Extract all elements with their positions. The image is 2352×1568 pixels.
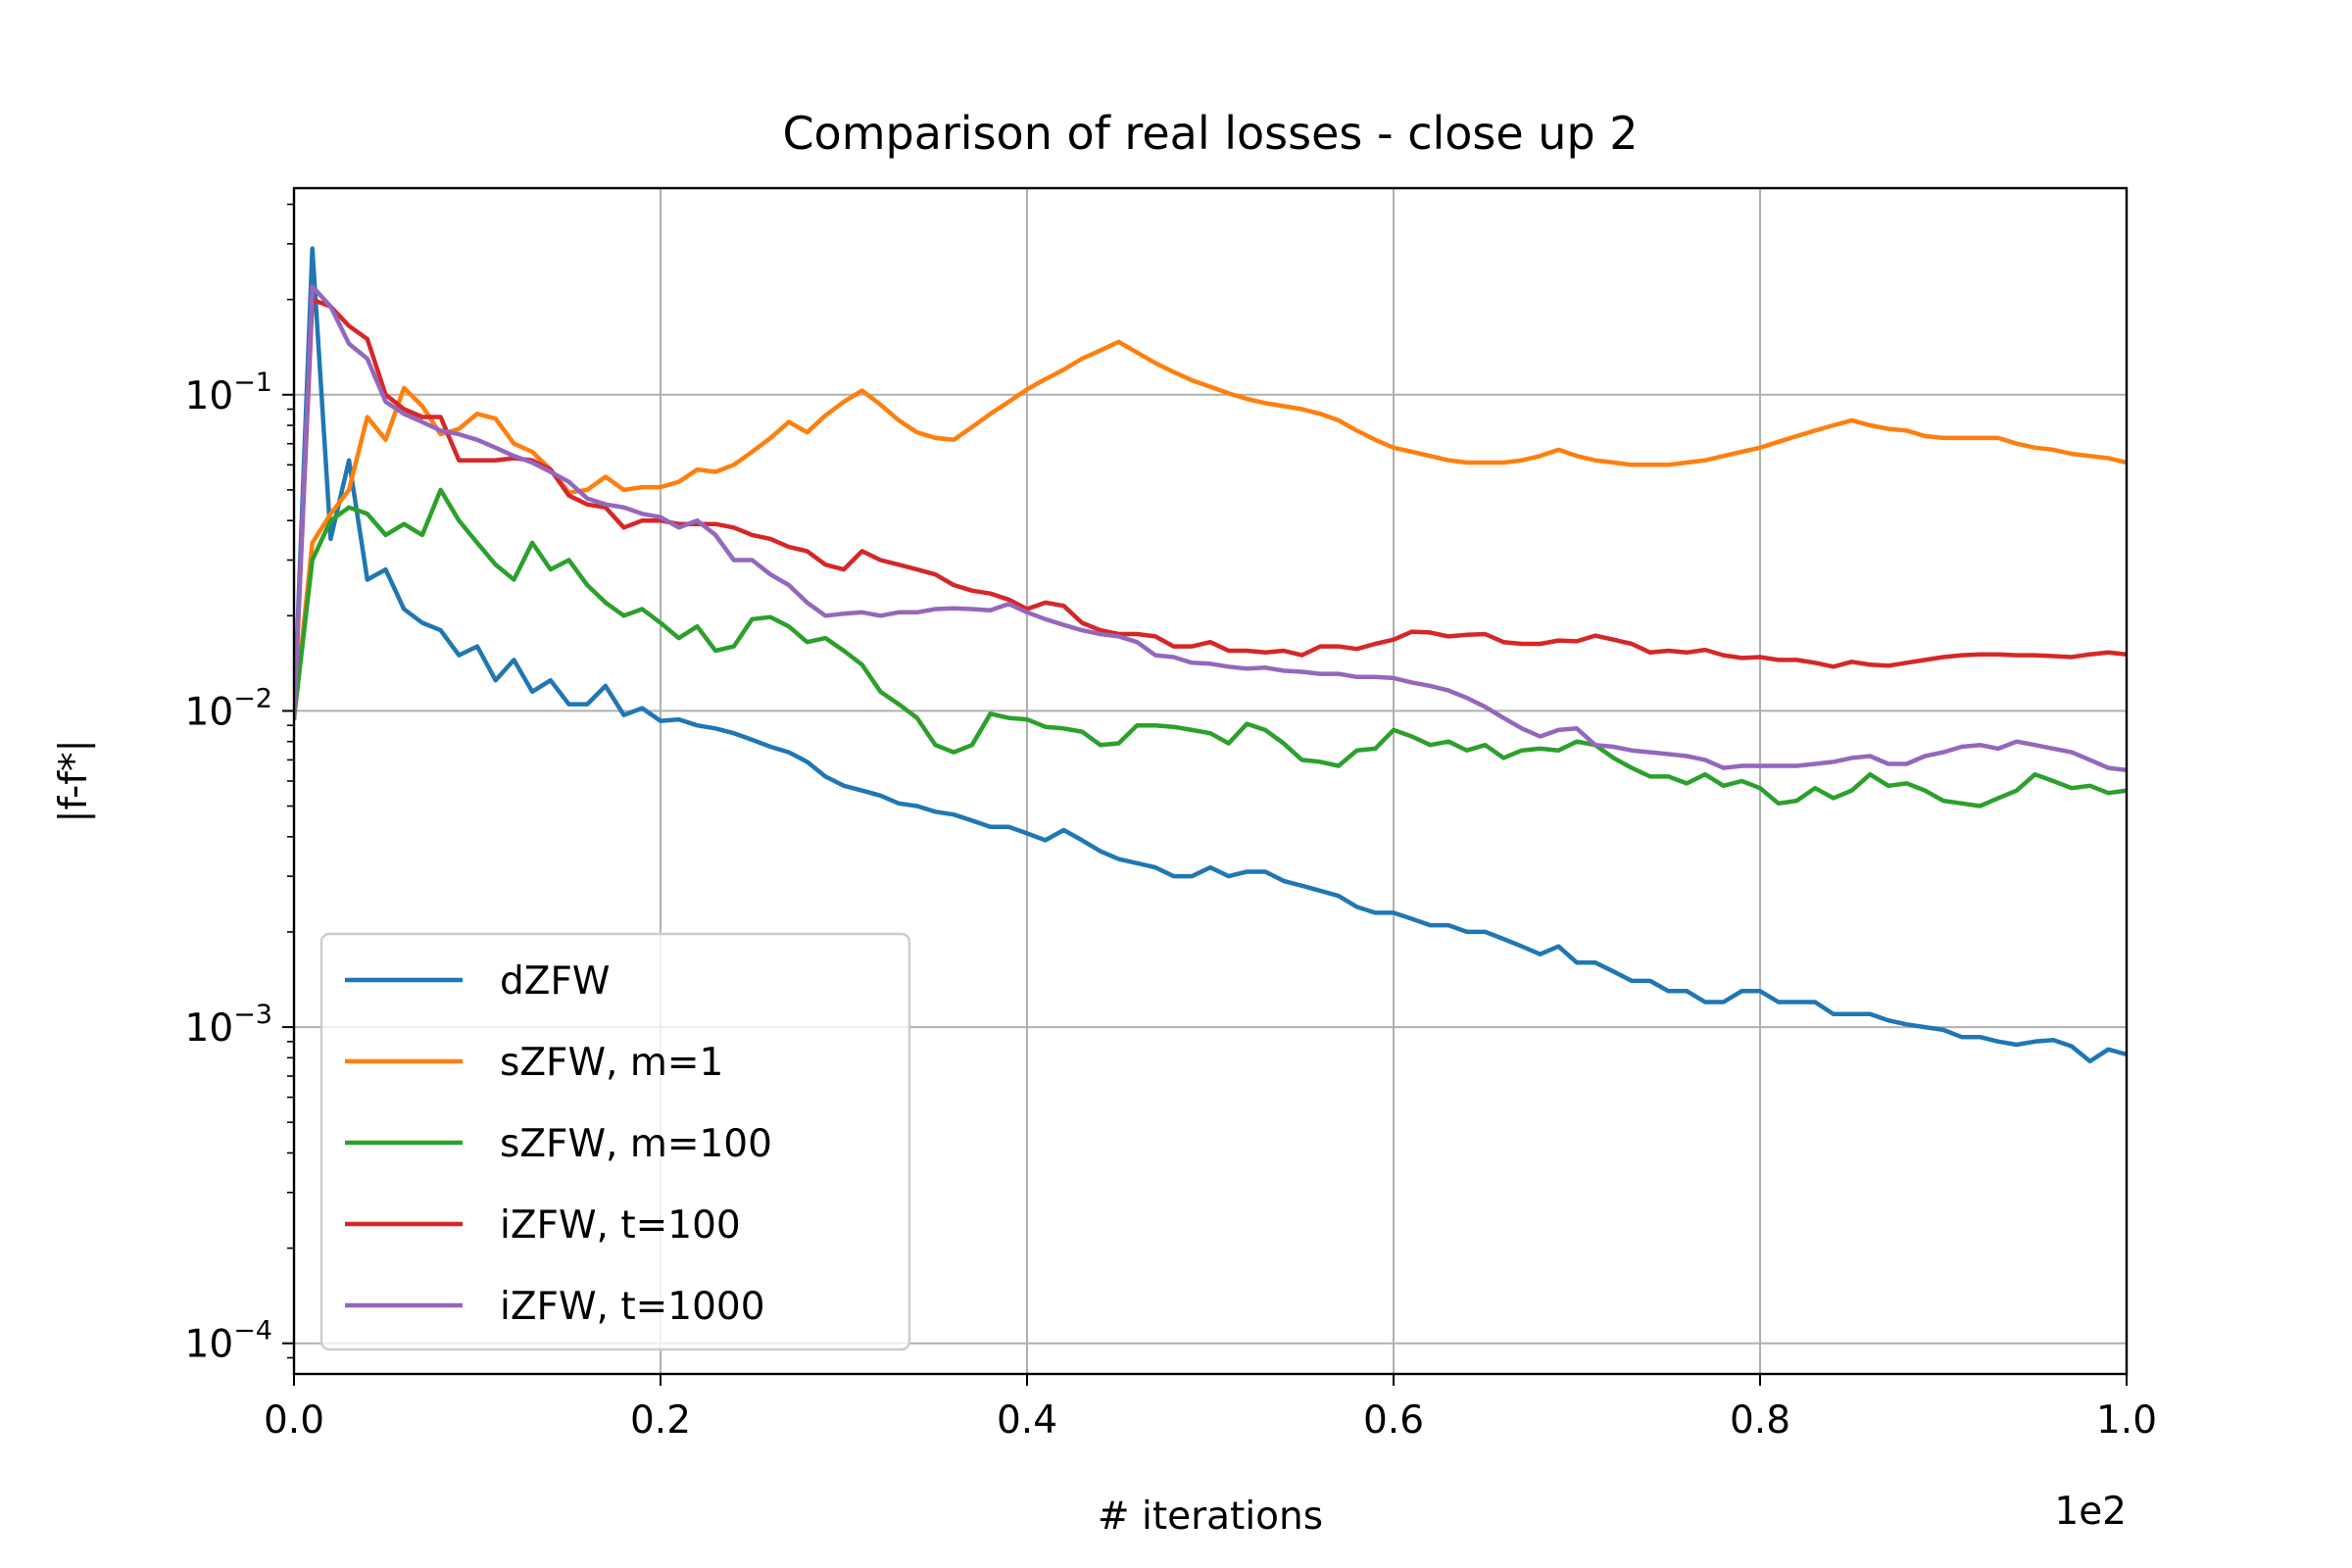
y-tick-exponent: −2 — [233, 683, 272, 713]
x-axis-offset-text: 1e2 — [2054, 1490, 2127, 1534]
x-tick-label: 0.0 — [264, 1398, 324, 1443]
y-tick-exponent: −3 — [233, 1000, 272, 1030]
y-tick-exponent: −1 — [233, 368, 272, 398]
x-tick-label: 0.4 — [997, 1398, 1057, 1443]
x-tick-label: 0.8 — [1730, 1398, 1790, 1443]
series-lines — [294, 246, 2127, 1064]
series-line-izfw-t-100 — [294, 297, 2127, 720]
x-axis: 0.0 0.2 0.4 0.6 0.8 1.0 — [264, 1374, 2157, 1443]
series-line-szfw-m-1 — [294, 339, 2127, 721]
series-line-szfw-m-100 — [294, 487, 2127, 808]
y-tick-label: 10−4 — [185, 1316, 272, 1367]
y-tick-label: 10−1 — [185, 368, 272, 418]
y-tick-exponent: −4 — [233, 1316, 272, 1347]
series-line-izfw-t-1000 — [294, 284, 2127, 773]
chart-title: Comparison of real losses - close up 2 — [782, 107, 1638, 160]
legend-label: iZFW, t=1000 — [500, 1285, 765, 1329]
legend-label: sZFW, m=100 — [500, 1122, 772, 1166]
x-tick-label: 0.2 — [630, 1398, 691, 1443]
x-tick-label: 1.0 — [2096, 1398, 2157, 1443]
legend: dZFW sZFW, m=1 sZFW, m=100 iZFW, t=100 iZFW,… — [319, 932, 911, 1351]
y-tick-base: 10 — [185, 1006, 234, 1051]
legend-label: iZFW, t=100 — [500, 1203, 741, 1248]
legend-label: sZFW, m=1 — [500, 1041, 723, 1085]
legend-box — [319, 932, 911, 1351]
x-axis-label: # iterations — [1098, 1494, 1323, 1539]
y-tick-label: 10−3 — [185, 1000, 272, 1051]
x-tick-label: 0.6 — [1363, 1398, 1424, 1443]
y-tick-base: 10 — [185, 1323, 234, 1367]
y-axis-label: |f-f*| — [52, 739, 96, 822]
y-axis: 10−410−310−210−1 — [185, 203, 294, 1367]
y-tick-base: 10 — [185, 374, 234, 418]
series-line-dzfw — [294, 246, 2127, 1064]
y-tick-base: 10 — [185, 690, 234, 734]
legend-label: dZFW — [500, 959, 610, 1004]
y-tick-label: 10−2 — [185, 683, 272, 734]
